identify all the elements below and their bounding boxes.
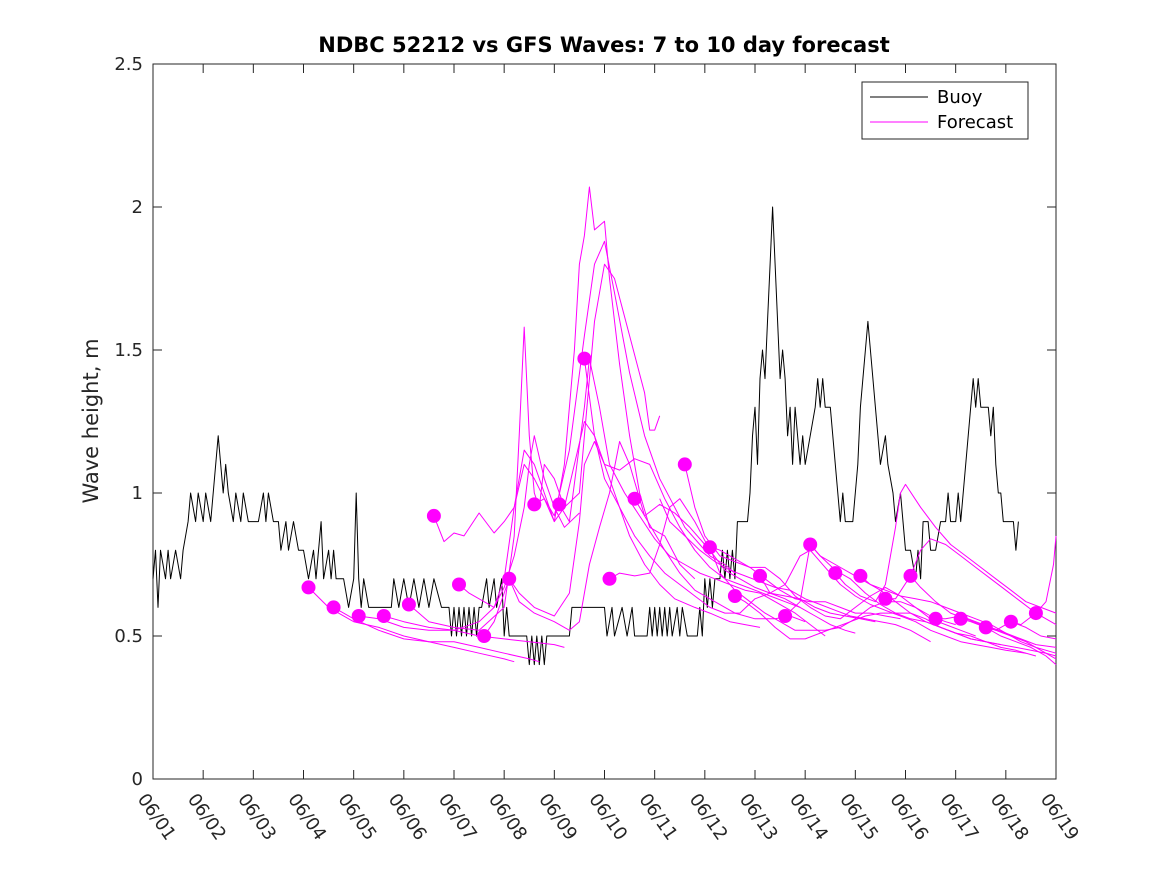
forecast-marker-8 — [477, 629, 492, 643]
forecast-markers — [301, 351, 1043, 643]
plot-area — [152, 63, 1057, 780]
y-tick-label: 0.5 — [114, 626, 143, 647]
forecast-marker-28 — [1003, 614, 1018, 629]
forecast-run-line-2 — [333, 606, 540, 663]
forecast-marker-19 — [778, 609, 793, 623]
forecast-marker-7 — [452, 577, 466, 592]
forecast-run-line-29 — [1010, 535, 1057, 626]
forecast-run-line-12 — [583, 358, 856, 634]
forecast-run-line-27 — [960, 618, 1057, 665]
forecast-run-line-4 — [383, 435, 580, 631]
forecast-marker-27 — [978, 620, 993, 635]
forecast-marker-26 — [953, 611, 968, 626]
forecast-run-line-3 — [358, 615, 565, 648]
forecast-marker-20 — [803, 537, 818, 552]
y-axis-label: Wave height, m — [79, 338, 103, 503]
y-tick-label: 2.5 — [114, 54, 143, 75]
forecast-marker-6 — [426, 508, 441, 523]
forecast-marker-18 — [753, 568, 767, 583]
plot-frame — [152, 63, 1057, 780]
forecast-run-line-6 — [433, 186, 696, 580]
y-tick-label: 1 — [132, 483, 143, 504]
forecast-marker-2 — [326, 600, 341, 615]
forecast-marker-13 — [602, 571, 617, 586]
forecast-run-line-16 — [684, 464, 956, 626]
forecast-marker-5 — [401, 597, 416, 612]
forecast-run-line-7 — [458, 240, 736, 608]
forecast-run-line-28 — [985, 621, 1057, 640]
buoy-series — [152, 206, 1019, 666]
forecast-marker-21 — [828, 566, 843, 581]
y-tick-label: 1.5 — [114, 340, 143, 361]
forecast-run-line-19 — [759, 549, 1026, 654]
forecast-run-line-9 — [508, 441, 806, 631]
forecast-marker-25 — [928, 611, 943, 626]
chart-title: NDBC 52212 vs GFS Waves: 7 to 10 day for… — [318, 33, 889, 57]
legend-label-buoy: Buoy — [937, 87, 983, 108]
legend: Buoy Forecast — [861, 81, 1029, 140]
forecast-run-line-22 — [834, 483, 1057, 614]
forecast-marker-29 — [1028, 606, 1043, 621]
forecast-run-line-11 — [558, 358, 826, 637]
forecast-run-line-5 — [408, 263, 661, 631]
forecast-marker-11 — [552, 497, 567, 512]
forecast-marker-4 — [376, 609, 391, 623]
forecast-marker-14 — [627, 491, 642, 506]
forecast-marker-10 — [527, 497, 542, 512]
forecast-marker-1 — [301, 580, 316, 595]
forecast-marker-17 — [727, 589, 742, 603]
legend-label-forecast: Forecast — [937, 112, 1013, 133]
forecast-run-line-10 — [534, 421, 801, 608]
forecast-marker-12 — [577, 351, 592, 366]
forecast-marker-24 — [903, 568, 918, 583]
forecast-marker-3 — [351, 609, 366, 623]
forecast-run-line-23 — [860, 575, 1057, 648]
forecast-marker-22 — [853, 568, 868, 583]
y-tick-label: 2 — [132, 197, 143, 218]
forecast-marker-9 — [502, 571, 517, 586]
forecast-run-line-13 — [609, 498, 876, 623]
y-axis: 0 0.5 1 1.5 2 2.5 — [114, 54, 1056, 790]
forecast-marker-15 — [677, 457, 692, 472]
y-tick-label: 0 — [132, 769, 143, 790]
legend-box — [861, 81, 1029, 140]
forecast-marker-23 — [878, 591, 893, 606]
forecast-marker-16 — [702, 540, 717, 555]
buoy-line — [152, 206, 1019, 666]
forecast-run-line-1 — [308, 587, 515, 663]
